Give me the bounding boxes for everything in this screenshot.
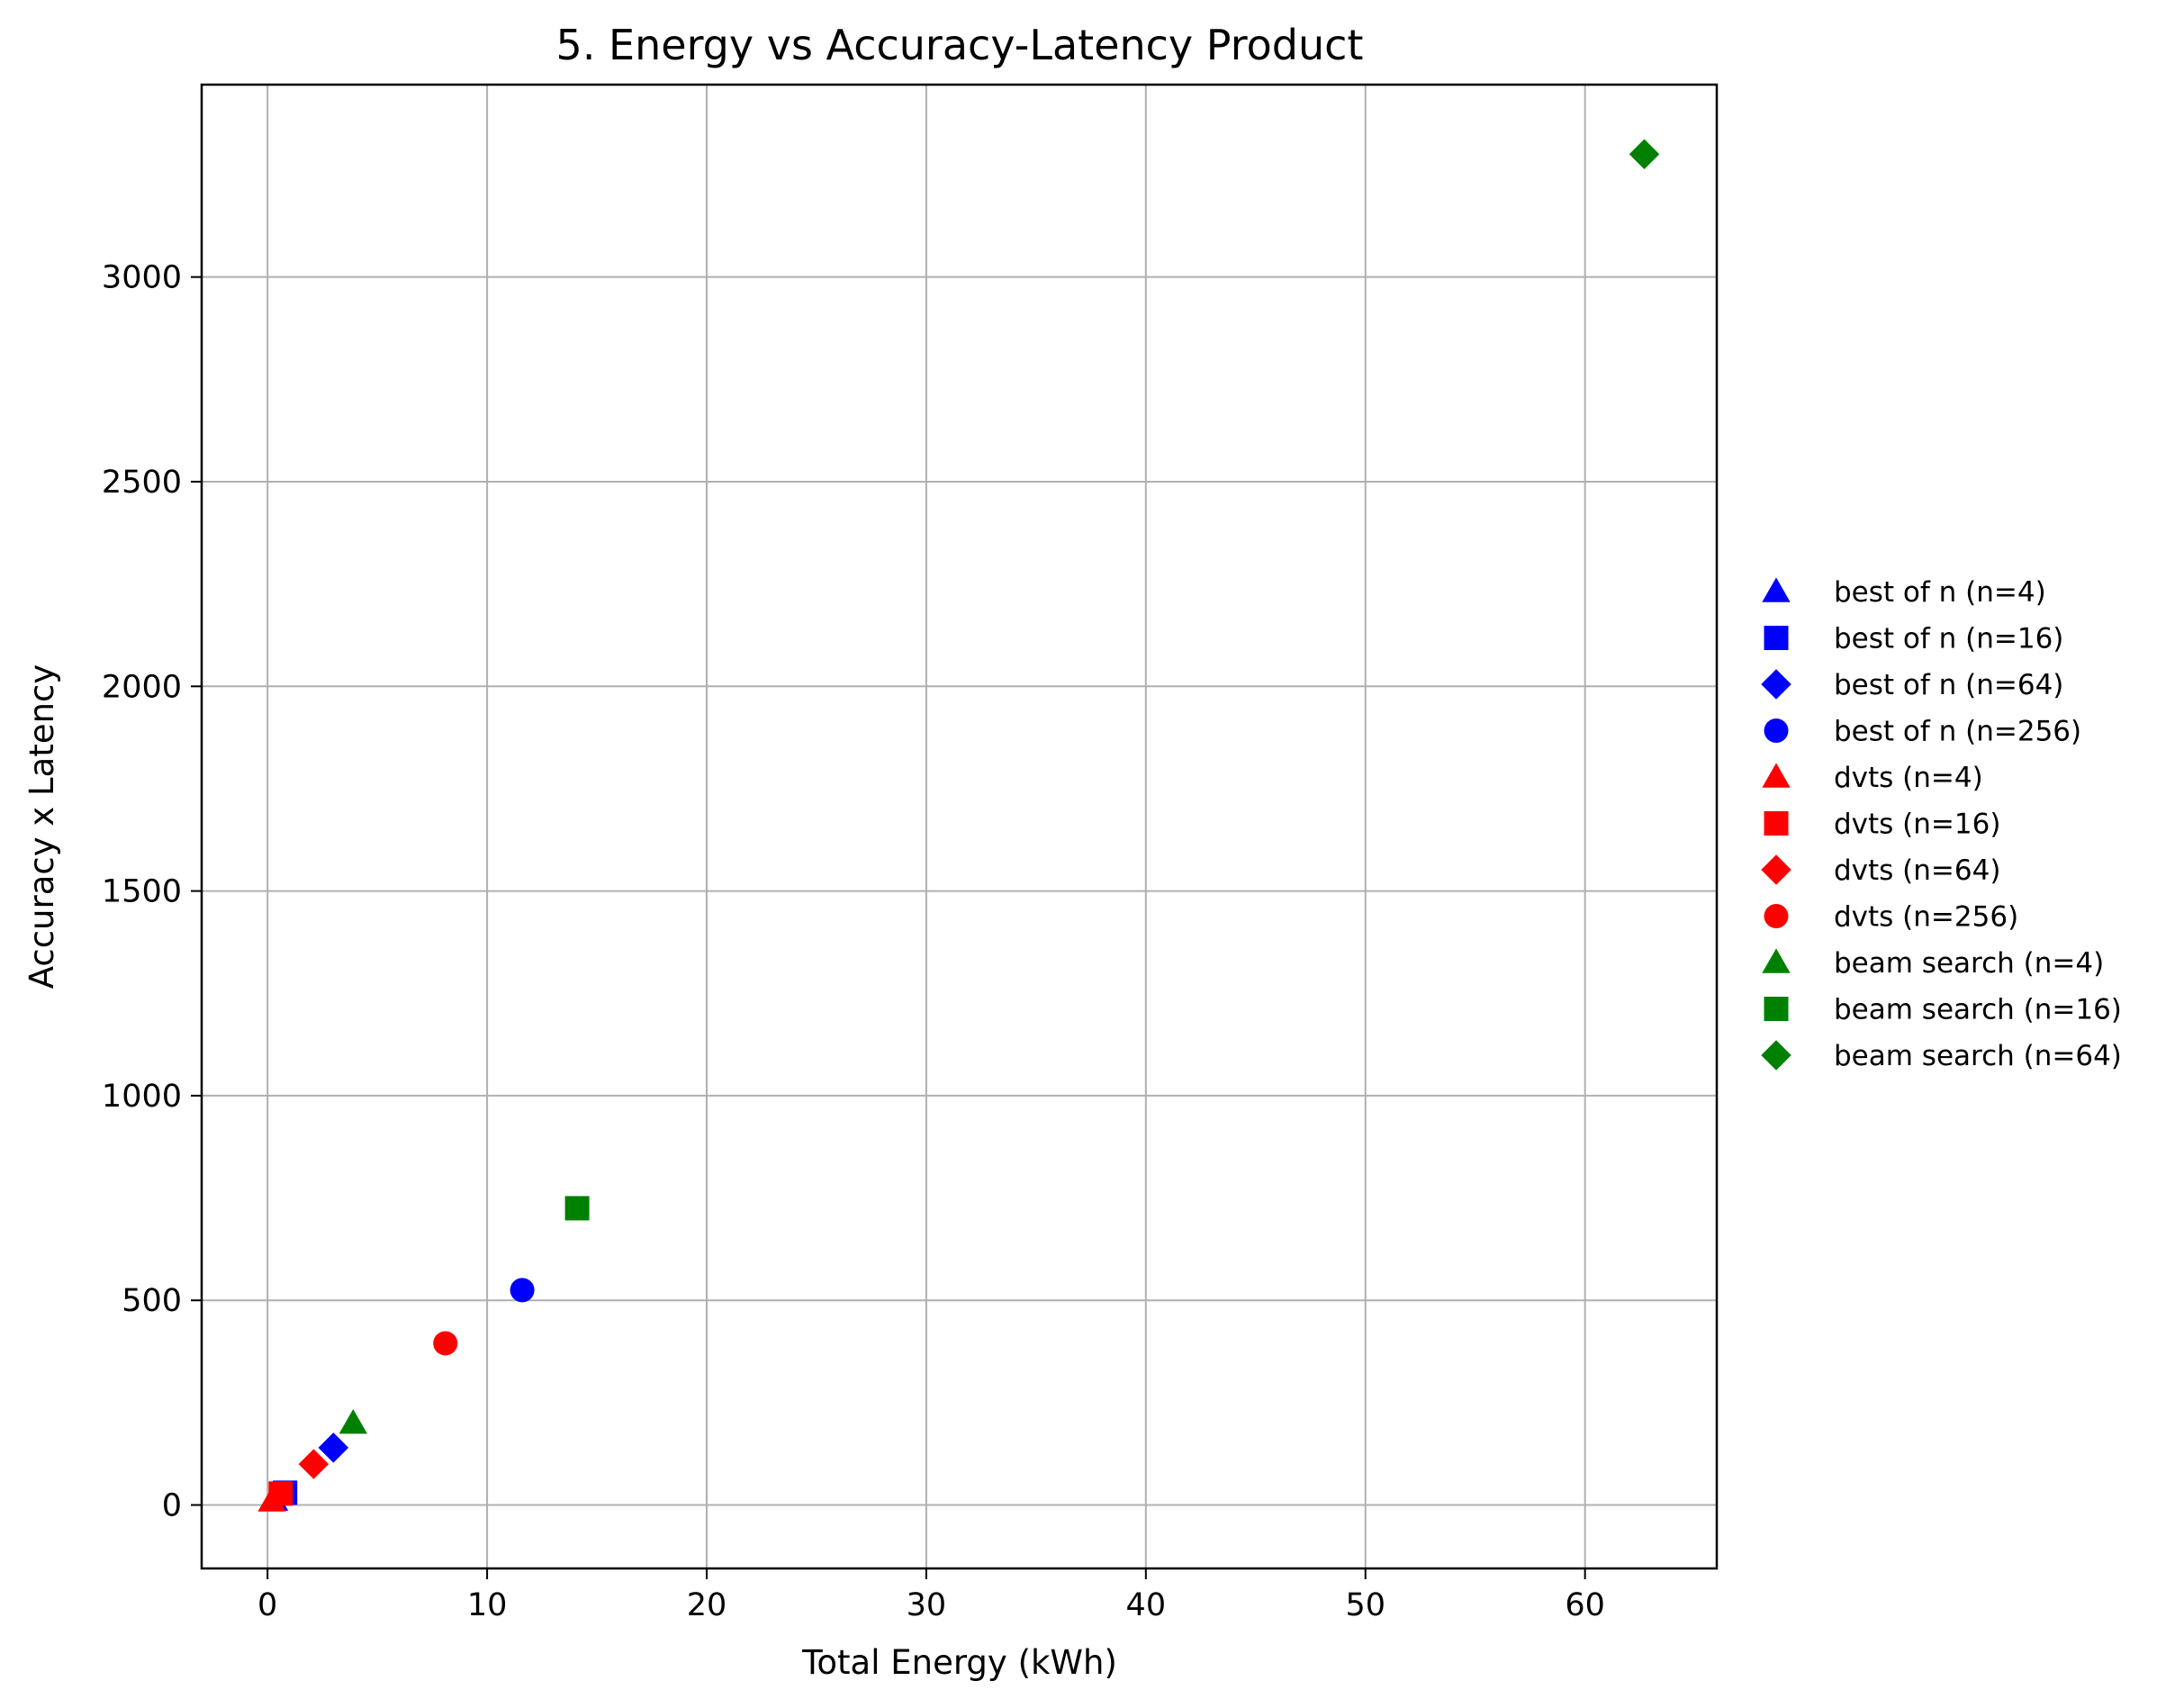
legend-label: best of n (n=64) xyxy=(1834,669,2063,701)
y-axis-ticks: 0 500 1000 1500 2000 2500 3000 xyxy=(102,260,202,1524)
legend-marker xyxy=(1761,854,1791,885)
x-tick-label: 20 xyxy=(687,1587,727,1623)
y-tick-label: 1500 xyxy=(102,874,182,910)
grid-lines xyxy=(202,85,1717,1568)
plot-frame xyxy=(200,83,1719,1570)
x-tick-label: 0 xyxy=(257,1587,277,1623)
legend-label: best of n (n=4) xyxy=(1834,576,2046,609)
y-tick-label: 3000 xyxy=(102,260,182,296)
y-tick-label: 1000 xyxy=(102,1079,182,1115)
y-tick-label: 2000 xyxy=(102,669,182,705)
x-tick-label: 10 xyxy=(467,1587,508,1623)
data-point xyxy=(298,1449,329,1479)
x-axis-label: Total Energy (kWh) xyxy=(801,1643,1117,1682)
data-points xyxy=(257,139,1660,1512)
legend-marker xyxy=(1762,763,1791,788)
y-tick-label: 0 xyxy=(162,1488,182,1524)
data-point xyxy=(268,1481,293,1506)
y-tick-label: 2500 xyxy=(102,465,182,501)
legend-marker xyxy=(1762,948,1791,973)
legend-marker xyxy=(1761,1040,1791,1071)
legend-marker xyxy=(1764,718,1789,743)
data-point xyxy=(510,1278,535,1303)
y-axis-label: Accuracy x Latency xyxy=(23,664,61,990)
data-point xyxy=(433,1331,458,1356)
x-tick-label: 40 xyxy=(1126,1587,1167,1623)
data-point xyxy=(338,1408,367,1434)
x-tick-label: 30 xyxy=(907,1587,947,1623)
legend-label: dvts (n=256) xyxy=(1834,901,2018,934)
data-point xyxy=(1629,139,1660,170)
x-tick-label: 60 xyxy=(1565,1587,1605,1623)
chart-title: 5. Energy vs Accuracy-Latency Product xyxy=(556,21,1364,69)
legend-label: dvts (n=16) xyxy=(1834,809,2000,841)
y-tick-label: 500 xyxy=(122,1283,182,1319)
data-point xyxy=(318,1432,349,1463)
legend-label: best of n (n=256) xyxy=(1834,716,2081,748)
legend-marker xyxy=(1762,577,1791,602)
legend-marker xyxy=(1764,811,1789,836)
legend-marker xyxy=(1764,904,1789,928)
x-axis-ticks: 0 10 20 30 40 50 60 xyxy=(257,1568,1605,1623)
legend-marker xyxy=(1761,669,1791,700)
legend-label: beam search (n=16) xyxy=(1834,994,2122,1026)
legend-label: beam search (n=4) xyxy=(1834,947,2104,980)
legend-marker xyxy=(1764,626,1789,650)
legend-label: dvts (n=4) xyxy=(1834,762,1983,794)
legend: best of n (n=4) best of n (n=16) best of n… xyxy=(1761,576,2122,1072)
legend-label: beam search (n=64) xyxy=(1834,1040,2122,1072)
legend-marker xyxy=(1764,997,1789,1021)
data-point xyxy=(564,1196,590,1221)
x-tick-label: 50 xyxy=(1345,1587,1385,1623)
legend-label: dvts (n=64) xyxy=(1834,854,2000,887)
legend-label: best of n (n=16) xyxy=(1834,623,2063,655)
